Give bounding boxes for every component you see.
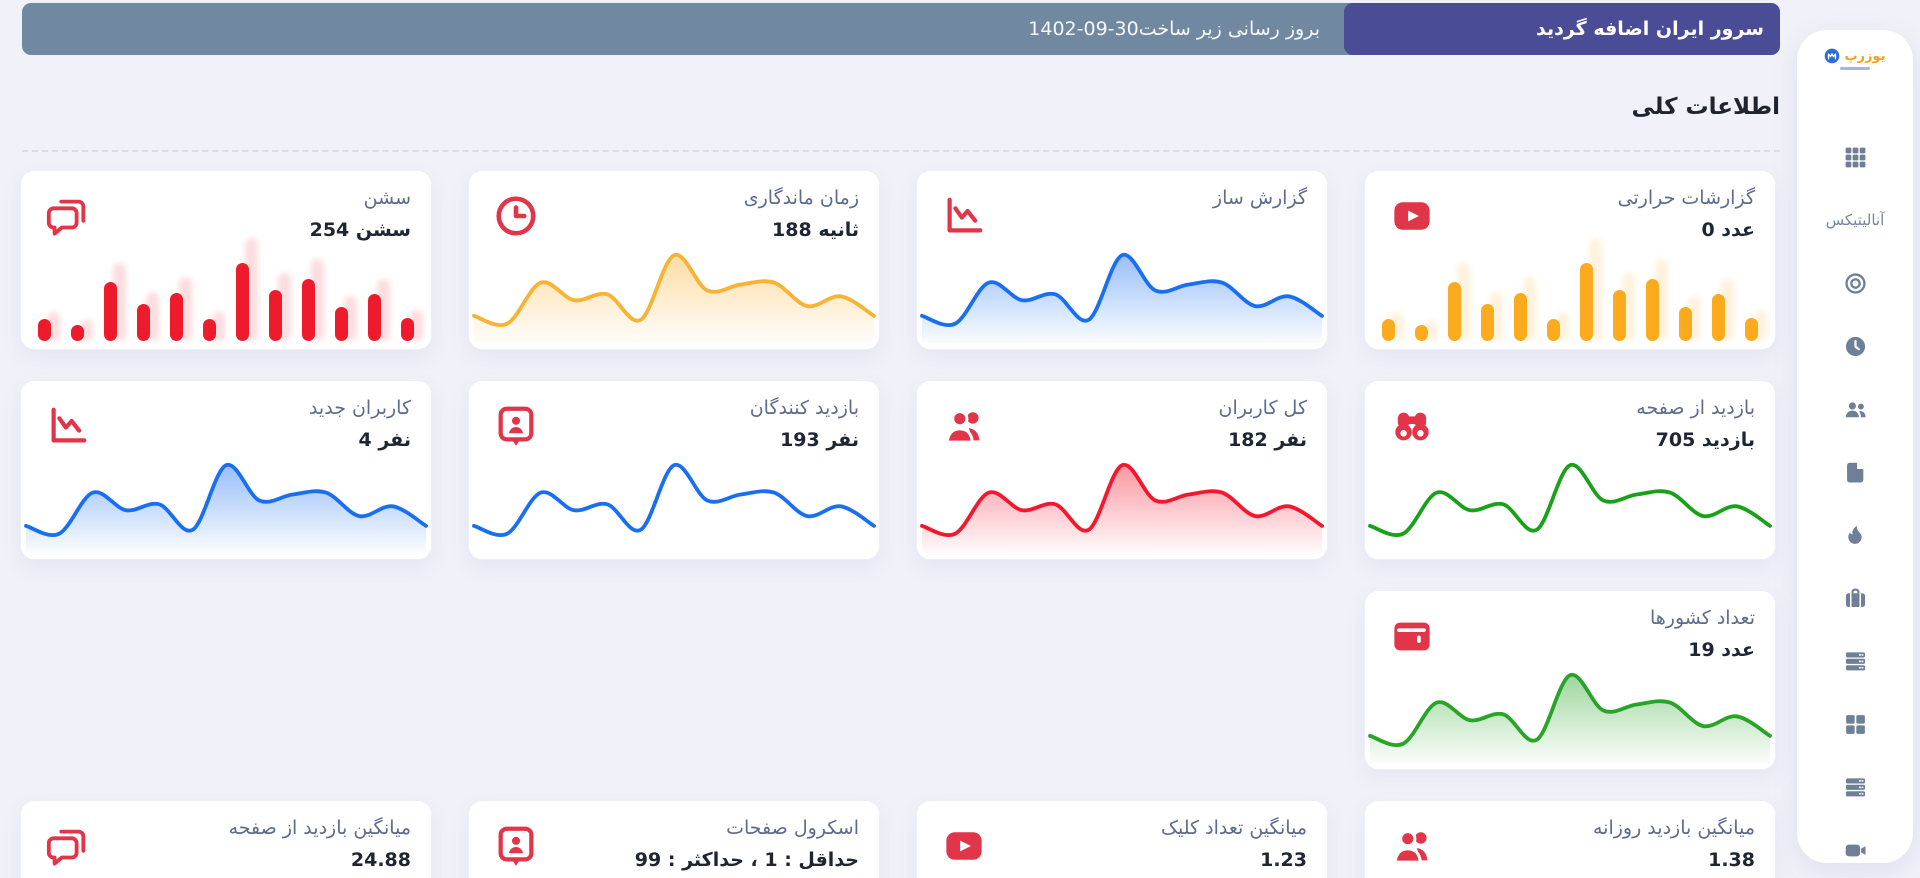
stat-card: گزارشات حرارتی 0 عدد bbox=[1364, 170, 1776, 350]
chart-line-icon bbox=[45, 403, 91, 449]
card-value: 188 ثانیه bbox=[772, 219, 859, 241]
people-icon bbox=[1389, 823, 1435, 869]
card-title: اسکرول صفحات bbox=[726, 817, 859, 839]
card-title: بازدید از صفحه bbox=[1636, 397, 1755, 419]
card-title: زمان ماندگاری bbox=[743, 187, 859, 209]
card-value: 0 عدد bbox=[1701, 219, 1755, 241]
file-icon bbox=[1843, 460, 1868, 485]
grid3-icon bbox=[1843, 145, 1868, 170]
card-sparkline-bars bbox=[1370, 247, 1770, 343]
grid2-icon bbox=[1843, 712, 1868, 737]
card-sparkline-area bbox=[922, 457, 1322, 553]
card-value: 705 بازدید bbox=[1655, 429, 1755, 451]
card-sparkline-line bbox=[1370, 457, 1770, 553]
card-sparkline-bars bbox=[26, 247, 426, 343]
flame-icon bbox=[1843, 523, 1868, 548]
ticker-text: بروز رسانی زیر ساخت bbox=[1138, 18, 1320, 40]
logo-icon bbox=[1824, 48, 1840, 64]
sidebar-item-users[interactable] bbox=[1843, 397, 1868, 422]
card-value: حداقل : 1 ، حداکثر : 99 bbox=[634, 849, 859, 871]
stat-card: اسکرول صفحات حداقل : 1 ، حداکثر : 99 bbox=[468, 800, 880, 878]
play-icon bbox=[1389, 193, 1435, 239]
sidebar-item-video[interactable] bbox=[1843, 838, 1868, 863]
card-value: 182 نفر bbox=[1228, 429, 1307, 451]
sidebar-item-bullseye[interactable] bbox=[1843, 271, 1868, 296]
logo-tagline bbox=[1840, 67, 1871, 70]
person-badge-icon bbox=[493, 403, 539, 449]
stat-card: تعداد کشورها 19 عدد bbox=[1364, 590, 1776, 770]
chat-icon bbox=[45, 823, 91, 869]
binoculars-icon bbox=[1389, 403, 1435, 449]
sidebar-item-analytics-label[interactable]: آنالیتیکس bbox=[1825, 211, 1885, 229]
card-title: میانگین بازدید از صفحه bbox=[228, 817, 411, 839]
clock-fill-icon bbox=[1843, 334, 1868, 359]
card-value: 254 سشن bbox=[309, 219, 411, 241]
sidebar-item-server[interactable] bbox=[1843, 775, 1868, 800]
sidebar: یوزرپ آنالیتیکس bbox=[1797, 30, 1913, 863]
card-title: کاربران جدید bbox=[308, 397, 411, 419]
stat-card: گزارش ساز bbox=[916, 170, 1328, 350]
card-title: سشن bbox=[363, 187, 411, 209]
people-icon bbox=[941, 403, 987, 449]
chart-line-icon bbox=[941, 193, 987, 239]
stat-card: کل کاربران 182 نفر bbox=[916, 380, 1328, 560]
date-label: 1402-09-30 bbox=[1028, 18, 1139, 40]
video-icon bbox=[1843, 838, 1868, 863]
stat-card: کاربران جدید 4 نفر bbox=[20, 380, 432, 560]
card-value: 1.23 bbox=[1260, 849, 1307, 871]
sidebar-item-server[interactable] bbox=[1843, 649, 1868, 674]
logo-text: یوزرپ bbox=[1844, 48, 1886, 64]
section-divider bbox=[22, 150, 1780, 152]
top-notification-bar: سرور ایران اضافه گردید بروز رسانی زیر سا… bbox=[22, 3, 1780, 55]
card-sparkline-area bbox=[474, 247, 874, 343]
page-title: اطلاعات کلی bbox=[1631, 94, 1780, 120]
stat-card: زمان ماندگاری 188 ثانیه bbox=[468, 170, 880, 350]
notification-text: سرور ایران اضافه گردید bbox=[1536, 18, 1764, 40]
stat-card: بازدید کنندگان 193 نفر bbox=[468, 380, 880, 560]
card-value: 4 نفر bbox=[358, 429, 411, 451]
sidebar-item-flame[interactable] bbox=[1843, 523, 1868, 548]
stat-card: بازدید از صفحه 705 بازدید bbox=[1364, 380, 1776, 560]
card-title: کل کاربران bbox=[1218, 397, 1308, 419]
card-value: 19 عدد bbox=[1688, 639, 1755, 661]
notification-pill[interactable]: سرور ایران اضافه گردید bbox=[1344, 3, 1780, 55]
briefcase-icon bbox=[1843, 586, 1868, 611]
stat-card: میانگین بازدید روزانه 1.38 bbox=[1364, 800, 1776, 878]
sidebar-item-clock-fill[interactable] bbox=[1843, 334, 1868, 359]
stat-card: سشن 254 سشن bbox=[20, 170, 432, 350]
sidebar-item-file[interactable] bbox=[1843, 460, 1868, 485]
card-title: میانگین بازدید روزانه bbox=[1592, 817, 1755, 839]
card-sparkline-area bbox=[922, 247, 1322, 343]
stat-card: میانگین تعداد کلیک 1.23 bbox=[916, 800, 1328, 878]
card-value bbox=[937, 219, 1307, 243]
sidebar-item-grid2[interactable] bbox=[1843, 712, 1868, 737]
server-icon bbox=[1843, 775, 1868, 800]
play-icon bbox=[941, 823, 987, 869]
sidebar-menu: آنالیتیکس bbox=[1826, 145, 1884, 863]
stat-card: میانگین بازدید از صفحه 24.88 bbox=[20, 800, 432, 878]
card-sparkline-area bbox=[26, 457, 426, 553]
card-sparkline-area bbox=[1370, 667, 1770, 763]
wallet-icon bbox=[1389, 613, 1435, 659]
card-value: 1.38 bbox=[1708, 849, 1755, 871]
chat-icon bbox=[45, 193, 91, 239]
card-title: تعداد کشورها bbox=[1649, 607, 1755, 629]
card-value: 193 نفر bbox=[780, 429, 859, 451]
clock-icon bbox=[493, 193, 539, 239]
sidebar-item-grid3[interactable] bbox=[1843, 145, 1868, 170]
server-icon bbox=[1843, 649, 1868, 674]
card-value: 24.88 bbox=[350, 849, 411, 871]
card-sparkline-line bbox=[474, 457, 874, 553]
card-title: گزارش ساز bbox=[1212, 187, 1307, 209]
app-logo[interactable]: یوزرپ bbox=[1824, 48, 1886, 89]
card-title: بازدید کنندگان bbox=[749, 397, 859, 419]
cards-grid: گزارشات حرارتی 0 عدد گزارش ساز زمان ماندگار… bbox=[20, 170, 1776, 878]
card-title: گزارشات حرارتی bbox=[1617, 187, 1755, 209]
bullseye-icon bbox=[1843, 271, 1868, 296]
users-icon bbox=[1843, 397, 1868, 422]
card-title: میانگین تعداد کلیک bbox=[1161, 817, 1307, 839]
person-badge-icon bbox=[493, 823, 539, 869]
sidebar-item-briefcase[interactable] bbox=[1843, 586, 1868, 611]
